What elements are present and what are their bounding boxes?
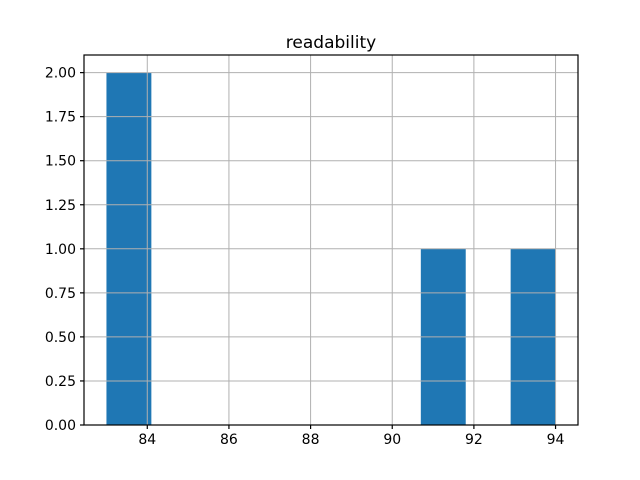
x-tick-label: 86 xyxy=(220,432,238,448)
y-tick-label: 1.00 xyxy=(45,242,76,258)
y-tick-label: 0.75 xyxy=(45,286,76,302)
plot-border xyxy=(83,54,579,426)
y-tick-label: 2.00 xyxy=(45,66,76,82)
y-tick-label: 0.25 xyxy=(45,374,76,390)
x-tick-label: 90 xyxy=(383,432,401,448)
y-tick-label: 1.25 xyxy=(45,198,76,214)
y-tick-label: 0.00 xyxy=(45,418,76,434)
x-tick-label: 94 xyxy=(547,432,565,448)
x-tick-label: 92 xyxy=(465,432,483,448)
x-tick-label: 84 xyxy=(138,432,156,448)
x-tick-label: 88 xyxy=(302,432,320,448)
y-tick-label: 0.50 xyxy=(45,330,76,346)
y-tick-label: 1.50 xyxy=(45,154,76,170)
chart-title: readability xyxy=(285,33,377,53)
y-tick-label: 1.75 xyxy=(45,110,76,126)
